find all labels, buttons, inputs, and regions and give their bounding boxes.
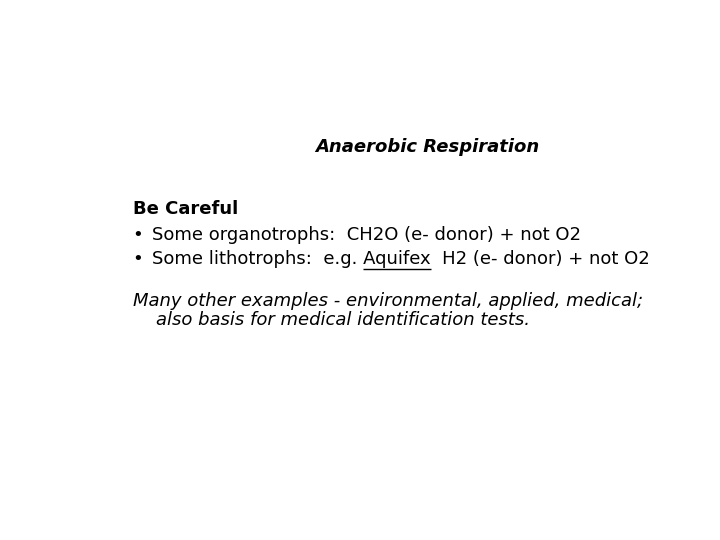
Text: •: • — [132, 226, 143, 245]
Text: also basis for medical identification tests.: also basis for medical identification te… — [132, 311, 530, 329]
Text: Be Careful: Be Careful — [132, 200, 238, 218]
Text: Some lithotrophs:  e.g. Aquifex  H2 (e- donor) + not O2: Some lithotrophs: e.g. Aquifex H2 (e- do… — [152, 249, 649, 268]
Text: Some organotrophs:  CH2O (e- donor) + not O2: Some organotrophs: CH2O (e- donor) + not… — [152, 226, 581, 245]
Text: •: • — [132, 249, 143, 268]
Text: Some lithotrophs:  e.g.: Some lithotrophs: e.g. — [152, 249, 363, 268]
Text: Many other examples - environmental, applied, medical;: Many other examples - environmental, app… — [132, 292, 643, 310]
Text: Some lithotrophs:  e.g. Aquifex: Some lithotrophs: e.g. Aquifex — [152, 249, 431, 268]
Text: Anaerobic Respiration: Anaerobic Respiration — [315, 138, 539, 156]
